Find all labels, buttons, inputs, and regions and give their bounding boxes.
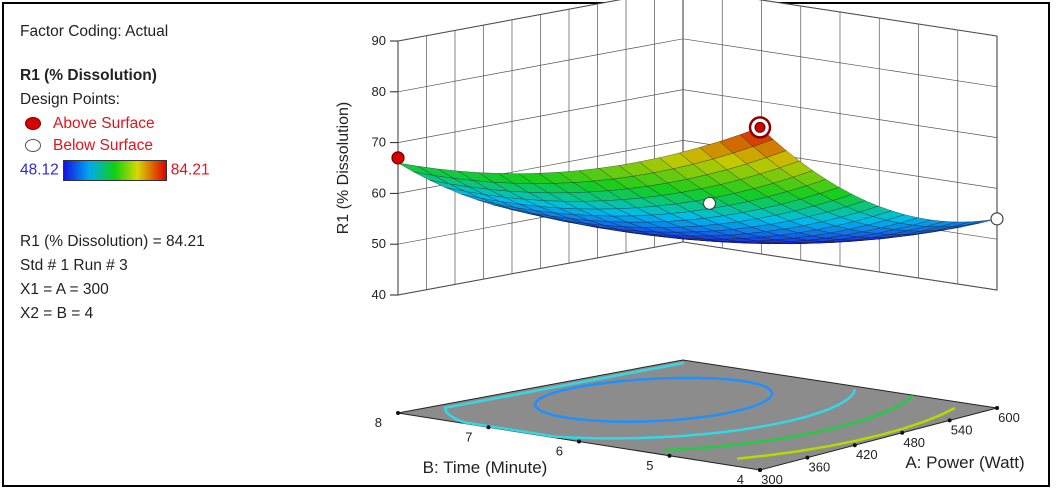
point-x2: X2 = B = 4 <box>20 305 94 322</box>
point-std-run: Std # 1 Run # 3 <box>20 257 128 274</box>
z-tick-label: 90 <box>372 33 386 48</box>
design-point <box>754 121 766 133</box>
factor-coding-label: Factor Coding: Actual <box>20 23 169 40</box>
legend-above: Above Surface <box>20 116 155 132</box>
y-tick <box>486 425 491 430</box>
color-scale: 48.12 84.21 <box>20 160 210 181</box>
y-tick-label: 5 <box>646 458 653 473</box>
wall-gridline-z <box>397 0 998 42</box>
scale-min: 48.12 <box>20 161 59 179</box>
z-axis-label: R1 (% Dissolution) <box>335 102 352 234</box>
x-tick-label: 540 <box>951 422 973 437</box>
legend-below: Below Surface <box>20 138 153 154</box>
y-tick <box>667 453 672 458</box>
y-axis-label: B: Time (Minute) <box>423 458 548 477</box>
legend-below-label: Below Surface <box>53 137 153 155</box>
scale-max: 84.21 <box>170 161 210 179</box>
color-scale-bar <box>62 160 167 181</box>
wall-gridline-z <box>397 89 998 143</box>
design-point <box>702 196 717 210</box>
x-tick <box>852 443 857 448</box>
point-response: R1 (% Dissolution) = 84.21 <box>20 233 205 250</box>
z-tick-label: 40 <box>372 287 386 302</box>
response-surface <box>397 127 998 245</box>
point-x1: X1 = A = 300 <box>20 281 109 298</box>
design-points <box>391 116 1004 226</box>
above-point-icon <box>25 117 41 131</box>
x-tick-label: 420 <box>856 447 878 462</box>
y-tick <box>577 439 581 444</box>
y-tick <box>758 468 762 472</box>
x-tick <box>805 455 810 460</box>
floor-contour <box>443 361 857 440</box>
x-tick-label: 360 <box>809 460 831 475</box>
x-tick-label: 600 <box>998 410 1020 425</box>
back-walls <box>397 0 998 296</box>
z-tick-label: 50 <box>372 236 386 251</box>
design-point <box>391 151 405 165</box>
x-axis-label: A: Power (Watt) <box>905 453 1024 472</box>
floor-contour <box>736 406 956 460</box>
x-tick <box>947 418 952 423</box>
response-name: R1 (% Dissolution) <box>20 67 157 84</box>
below-point-icon <box>25 139 41 153</box>
y-tick-label: 6 <box>556 444 563 459</box>
x-tick-label: 300 <box>761 472 783 487</box>
z-tick-label: 70 <box>372 135 386 150</box>
x-tick <box>900 430 905 435</box>
wall-gridline-z <box>397 38 998 93</box>
legend-above-label: Above Surface <box>53 115 155 133</box>
y-tick <box>396 411 400 415</box>
z-tick-label: 60 <box>372 185 386 200</box>
design-point <box>990 212 1004 226</box>
floor-contour <box>533 376 774 423</box>
y-tick-label: 4 <box>737 472 744 487</box>
y-tick-label: 8 <box>375 415 382 430</box>
x-tick-label: 480 <box>903 435 925 450</box>
z-tick-label: 80 <box>372 84 386 99</box>
wall-gridline-z <box>397 241 998 296</box>
x-tick <box>995 406 999 410</box>
floor-contour <box>662 394 914 452</box>
design-points-label: Design Points: <box>20 91 120 108</box>
y-tick-label: 7 <box>465 429 472 444</box>
floor <box>397 359 998 471</box>
